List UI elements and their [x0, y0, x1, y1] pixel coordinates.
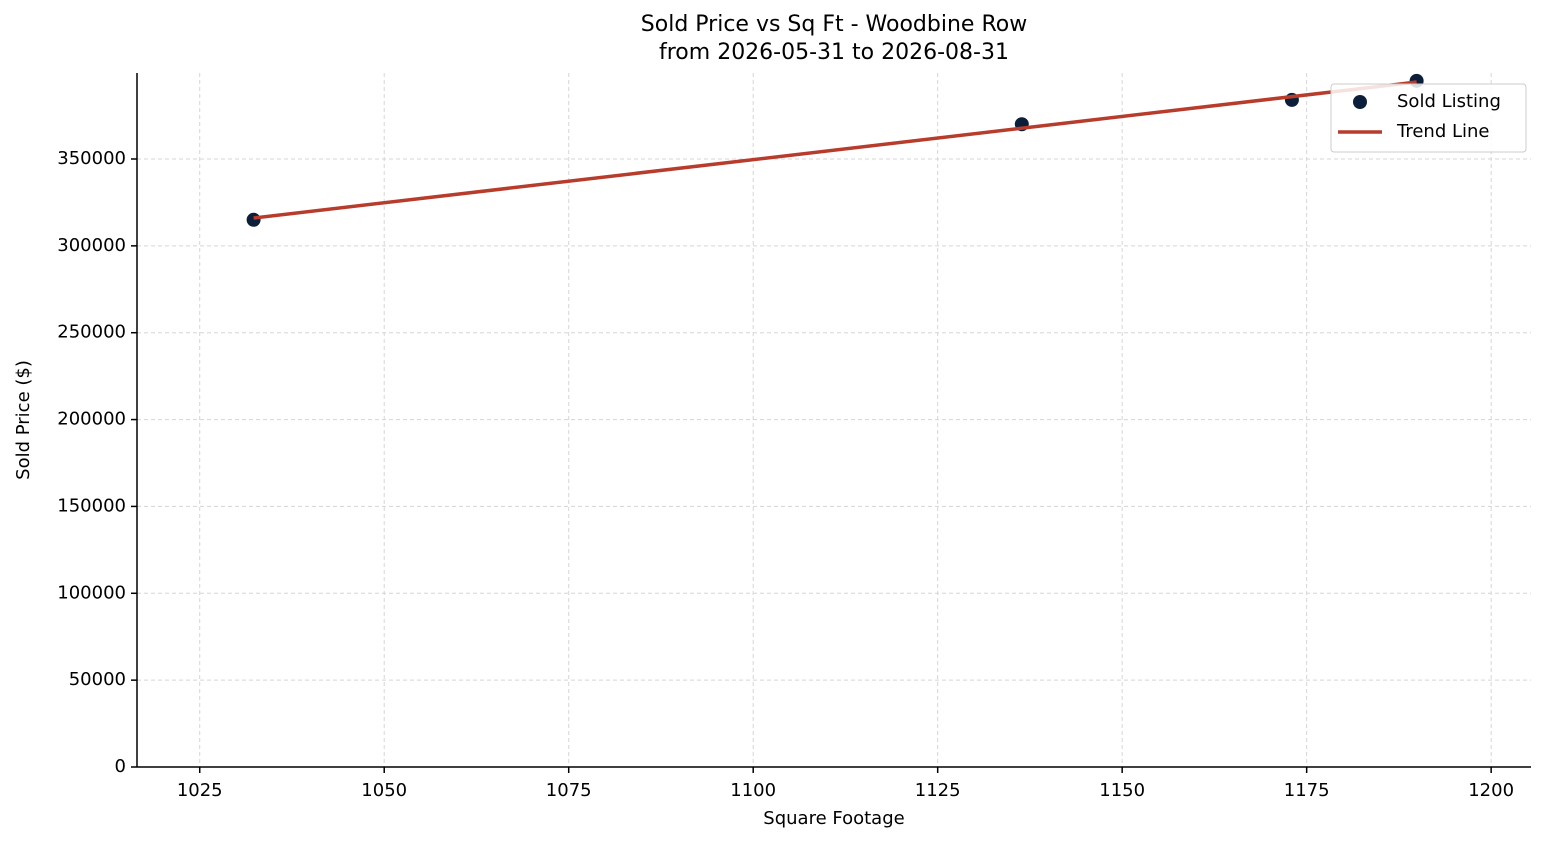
legend: Sold Listing Trend Line [1330, 83, 1527, 153]
x-tick-label: 1200 [1468, 780, 1514, 801]
chart-subtitle: from 2026-05-31 to 2026-08-31 [659, 40, 1009, 65]
x-tick-label: 1025 [177, 780, 223, 801]
point [246, 212, 261, 227]
x-tick-label: 1150 [1099, 780, 1145, 801]
y-tick-label: 200000 [57, 409, 126, 430]
y-tick-label: 250000 [57, 322, 126, 343]
x-tick-label: 1125 [915, 780, 961, 801]
y-tick-label: 0 [115, 756, 126, 777]
y-tick-label: 150000 [57, 495, 126, 516]
legend-box [1330, 83, 1527, 153]
x-tick-label: 1075 [546, 780, 592, 801]
y-axis-label: Sold Price ($) [13, 360, 34, 480]
x-tick-label: 1100 [730, 780, 776, 801]
x-axis-label: Square Footage [763, 808, 904, 829]
legend-label: Sold Listing [1397, 91, 1501, 112]
legend-label: Trend Line [1396, 121, 1490, 142]
y-tick-label: 350000 [57, 148, 126, 169]
x-tick-label: 1175 [1284, 780, 1330, 801]
x-tick-label: 1050 [361, 780, 407, 801]
y-tick-label: 50000 [69, 669, 126, 690]
chart-title: Sold Price vs Sq Ft - Woodbine Row [641, 12, 1027, 37]
trend-line [253, 80, 1417, 220]
y-tick-label: 300000 [57, 235, 126, 256]
legend-swatch [1353, 95, 1367, 109]
y-tick-label: 100000 [57, 582, 126, 603]
